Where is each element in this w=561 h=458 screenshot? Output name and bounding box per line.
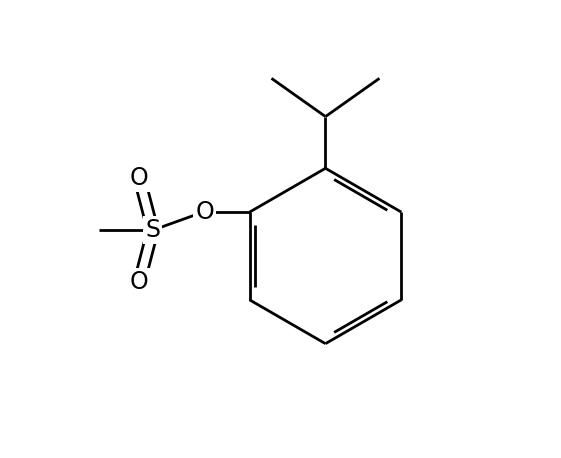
Text: O: O	[130, 166, 149, 191]
Text: S: S	[145, 218, 160, 242]
Text: O: O	[195, 200, 214, 224]
Text: O: O	[130, 270, 149, 294]
